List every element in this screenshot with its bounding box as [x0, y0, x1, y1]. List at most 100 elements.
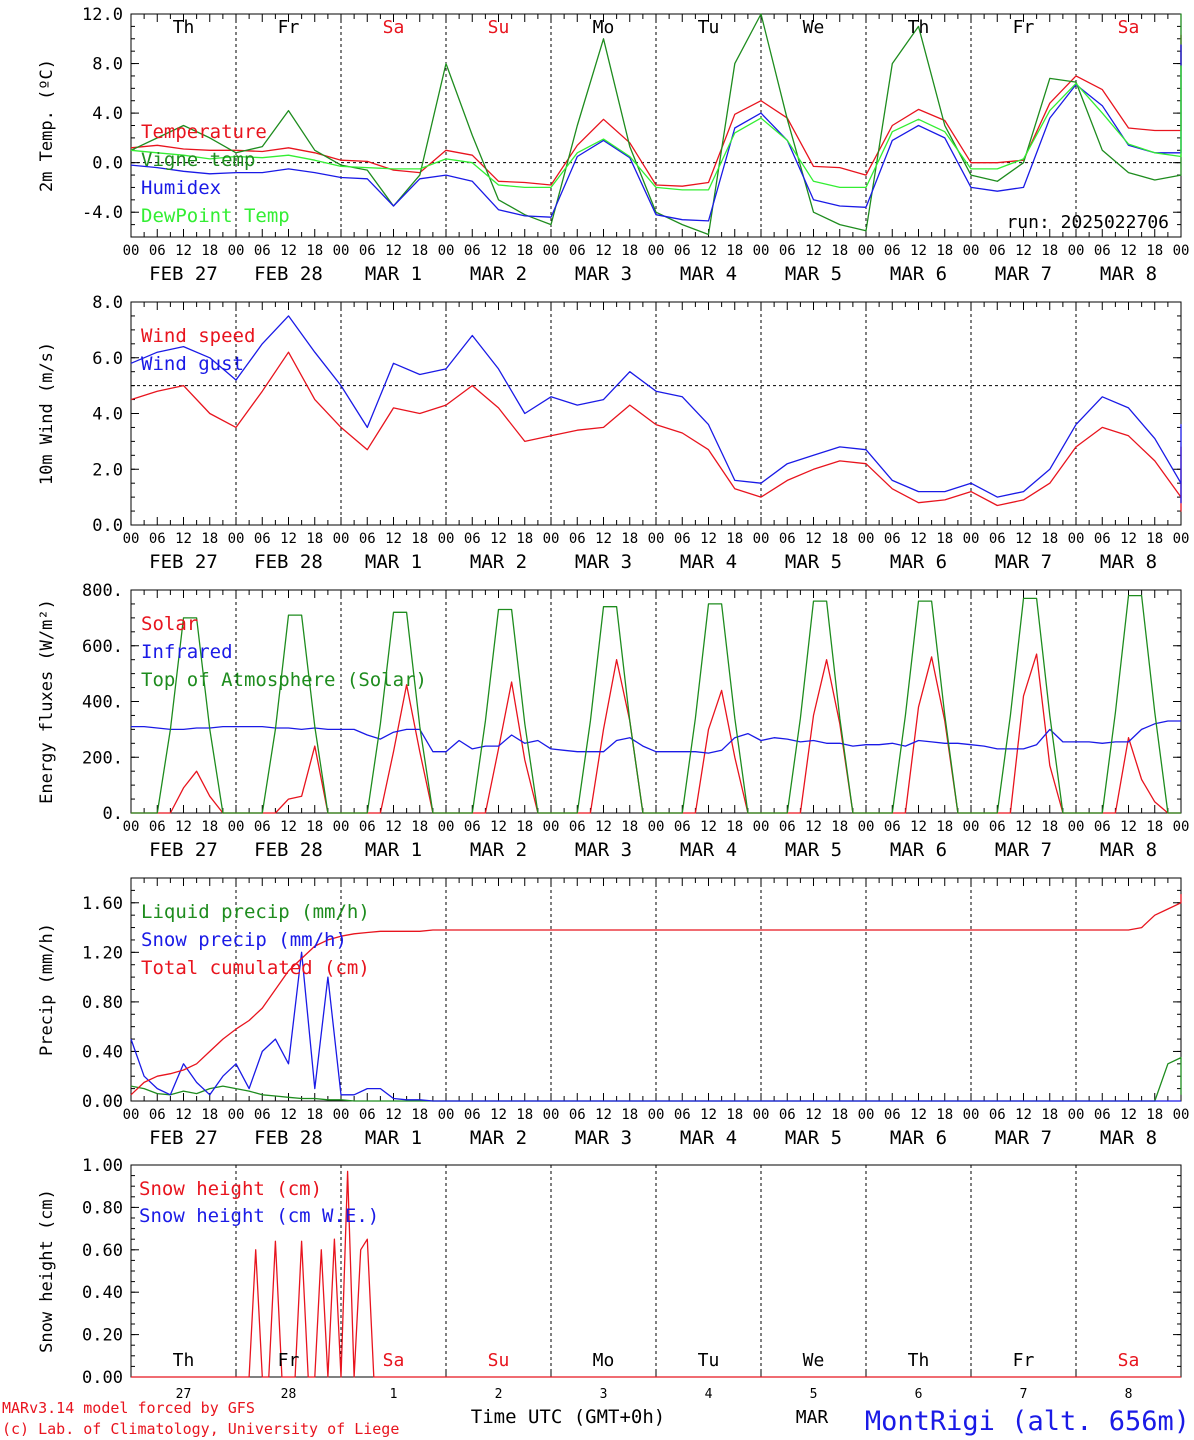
x-date-label: MAR 1	[365, 263, 422, 285]
y-tick-label: 0.00	[82, 1368, 123, 1388]
x-date-label: MAR 7	[995, 1127, 1052, 1149]
x-date-label: MAR 1	[365, 551, 422, 573]
x-hour-label: 18	[411, 531, 428, 547]
x-hour-label: 00	[438, 531, 455, 547]
x-hour-label: 06	[359, 243, 376, 259]
x-hour-label: 12	[280, 819, 297, 835]
x-date-label: FEB 28	[254, 263, 323, 285]
x-hour-label: 12	[805, 1107, 822, 1123]
legend-entry: Solar	[141, 613, 198, 635]
x-hour-label: 06	[779, 819, 796, 835]
weekday-label: Su	[488, 1350, 510, 1371]
x-hour-label: 06	[989, 819, 1006, 835]
y-tick-label: 0.80	[82, 993, 123, 1013]
x-date-label: MAR 2	[470, 263, 527, 285]
weekday-label: Fr	[1013, 1350, 1035, 1371]
x-hour-label: 18	[201, 819, 218, 835]
x-hour-label: 00	[1173, 1107, 1190, 1123]
weekday-label: Sa	[1118, 1350, 1140, 1371]
series-line-green	[131, 594, 1181, 814]
x-hour-label: 18	[306, 243, 323, 259]
x-date-label: MAR 3	[575, 551, 632, 573]
legend-entry: Infrared	[141, 641, 233, 663]
x-date-label: MAR 2	[470, 551, 527, 573]
x-hour-label: 18	[1146, 531, 1163, 547]
x-hour-label: 00	[228, 243, 245, 259]
x-hour-label: 12	[1120, 531, 1137, 547]
y-axis-label: 2m Temp. (ºC)	[37, 59, 57, 192]
plot-frame	[130, 13, 1182, 238]
x-hour-label: 12	[1120, 819, 1137, 835]
x-hour-label: 12	[805, 243, 822, 259]
x-hour-label: 06	[884, 819, 901, 835]
weekday-label: Sa	[383, 1350, 405, 1371]
x-hour-label: 00	[648, 531, 665, 547]
x-hour-label: 00	[543, 243, 560, 259]
legend-entry: Wind speed	[141, 325, 255, 347]
x-hour-label: 12	[385, 819, 402, 835]
x-hour-label: 18	[1146, 243, 1163, 259]
x-hour-label: 06	[1094, 531, 1111, 547]
x-hour-label: 06	[254, 531, 271, 547]
x-date-label: MAR 1	[365, 839, 422, 861]
x-hour-label: 18	[621, 819, 638, 835]
x-hour-label: 12	[700, 243, 717, 259]
x-hour-label: 06	[1094, 1107, 1111, 1123]
x-hour-label: 06	[674, 1107, 691, 1123]
x-hour-label: 06	[254, 1107, 271, 1123]
x-hour-label: 12	[175, 531, 192, 547]
panel-3: 0. 200. 400. 600. 800. Energy fluxes (W/m²) So…	[37, 581, 1189, 861]
y-tick-label: 800.	[82, 581, 123, 601]
bottom-day-number: 6	[915, 1387, 923, 1402]
x-date-label: FEB 27	[149, 263, 218, 285]
x-hour-label: 00	[438, 1107, 455, 1123]
bottom-day-number: 5	[810, 1387, 818, 1402]
x-hour-label: 00	[1068, 243, 1085, 259]
x-hour-label: 00	[858, 819, 875, 835]
x-date-label: MAR 5	[785, 263, 842, 285]
x-hour-label: 18	[1146, 1107, 1163, 1123]
x-hour-label: 06	[674, 243, 691, 259]
x-date-label: FEB 28	[254, 839, 323, 861]
y-tick-label: 0.	[103, 804, 123, 824]
x-hour-label: 18	[1041, 531, 1058, 547]
x-hour-label: 12	[910, 531, 927, 547]
x-hour-label: 12	[385, 243, 402, 259]
legend-entry: Liquid precip (mm/h)	[141, 901, 370, 923]
x-hour-label: 06	[569, 1107, 586, 1123]
x-hour-label: 06	[254, 243, 271, 259]
chart-footer: Time UTC (GMT+0h) MAR MARv3.14 model for…	[2, 1399, 1190, 1438]
x-hour-label: 06	[674, 819, 691, 835]
legend-entry: Total cumulated (cm)	[141, 957, 370, 979]
x-hour-label: 06	[149, 1107, 166, 1123]
bottom-day-number: 27	[176, 1387, 192, 1402]
y-tick-label: 400.	[82, 693, 123, 713]
x-hour-label: 12	[175, 243, 192, 259]
x-hour-label: 06	[1094, 243, 1111, 259]
x-date-label: MAR 8	[1100, 1127, 1157, 1149]
x-hour-label: 06	[464, 1107, 481, 1123]
x-hour-label: 18	[201, 531, 218, 547]
x-date-label: MAR 8	[1100, 551, 1157, 573]
weekday-label: Th	[908, 1350, 930, 1371]
legend-entry: Snow height (cm)	[139, 1178, 322, 1200]
x-date-label: MAR 6	[890, 551, 947, 573]
y-tick-label: 0.60	[82, 1241, 123, 1261]
x-hour-label: 18	[936, 531, 953, 547]
x-hour-label: 18	[1041, 819, 1058, 835]
x-hour-label: 18	[621, 243, 638, 259]
x-hour-label: 18	[306, 1107, 323, 1123]
x-hour-label: 00	[543, 1107, 560, 1123]
weekday-label: Su	[488, 17, 510, 38]
x-hour-label: 12	[910, 819, 927, 835]
x-hour-label: 00	[333, 531, 350, 547]
y-tick-label: -4.0	[82, 203, 123, 223]
y-tick-label: 0.40	[82, 1042, 123, 1062]
panel-4: 0.00 0.40 0.80 1.20 1.60 Precip (mm/h) Liquid …	[37, 877, 1190, 1149]
x-hour-label: 18	[726, 531, 743, 547]
x-hour-label: 18	[516, 243, 533, 259]
x-hour-label: 00	[858, 243, 875, 259]
x-date-label: MAR 8	[1100, 839, 1157, 861]
y-tick-label: 200.	[82, 748, 123, 768]
